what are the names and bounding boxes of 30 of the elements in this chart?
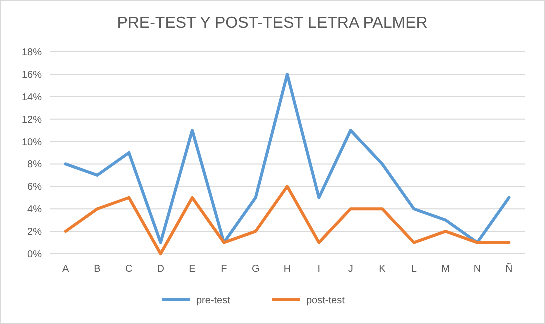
x-tick-label: E <box>189 264 196 275</box>
x-tick-label: Ñ <box>506 263 513 275</box>
x-tick-label: D <box>157 264 164 275</box>
y-tick-label: 8% <box>28 160 42 171</box>
y-tick-label: 4% <box>28 204 42 216</box>
legend-label: pre-test <box>196 296 231 306</box>
x-tick-label: M <box>442 264 450 275</box>
y-tick-label: 16% <box>22 70 42 81</box>
x-tick-label: J <box>348 264 354 275</box>
line-series <box>64 72 511 244</box>
y-tick-label: 18% <box>22 48 42 58</box>
x-tick-label: C <box>126 264 133 275</box>
x-tick-label: N <box>474 264 482 275</box>
y-tick-label: 14% <box>22 92 42 104</box>
x-tick-label: F <box>221 264 228 275</box>
y-tick-label: 6% <box>28 182 42 194</box>
x-tick-label: K <box>379 264 386 275</box>
y-tick-label: 12% <box>22 114 42 126</box>
legend-label: post-test <box>306 296 346 306</box>
y-tick-label: 10% <box>22 137 42 148</box>
x-tick-label: A <box>62 264 70 275</box>
x-tick-label: G <box>252 264 260 275</box>
x-tick-label: B <box>94 264 102 275</box>
x-tick-label: L <box>411 264 418 275</box>
chart-title: PRE-TEST Y POST-TEST LETRA PALMER <box>117 15 428 32</box>
line-series <box>64 185 511 256</box>
y-tick-label: 2% <box>28 227 42 238</box>
x-tick-label: H <box>284 264 292 275</box>
y-tick-label: 0% <box>28 250 42 260</box>
x-tick-label: I <box>318 264 321 275</box>
